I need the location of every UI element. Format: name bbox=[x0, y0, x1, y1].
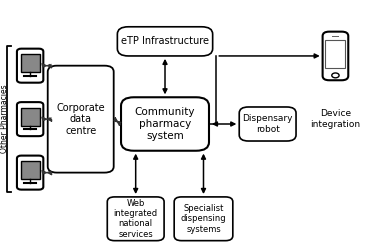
Text: Corporate
data
centre: Corporate data centre bbox=[56, 102, 105, 136]
FancyBboxPatch shape bbox=[48, 66, 114, 173]
Bar bbox=[21, 108, 40, 125]
Bar bbox=[21, 161, 40, 179]
Bar bbox=[332, 36, 339, 37]
FancyBboxPatch shape bbox=[117, 27, 213, 56]
FancyBboxPatch shape bbox=[239, 107, 296, 141]
FancyBboxPatch shape bbox=[323, 32, 348, 80]
Text: Other Pharmacies: Other Pharmacies bbox=[0, 85, 9, 154]
Text: Dispensary
robot: Dispensary robot bbox=[242, 114, 293, 134]
Text: Specialist
dispensing
systems: Specialist dispensing systems bbox=[181, 204, 226, 234]
FancyBboxPatch shape bbox=[17, 102, 43, 136]
Text: eTP Infrastructure: eTP Infrastructure bbox=[121, 36, 209, 46]
Bar bbox=[325, 40, 346, 68]
FancyBboxPatch shape bbox=[107, 197, 164, 241]
FancyBboxPatch shape bbox=[17, 49, 43, 83]
FancyBboxPatch shape bbox=[174, 197, 233, 241]
Bar bbox=[21, 55, 40, 72]
Text: Web
integrated
national
services: Web integrated national services bbox=[114, 199, 158, 239]
FancyBboxPatch shape bbox=[17, 155, 43, 190]
Text: Device
integration: Device integration bbox=[310, 109, 361, 129]
FancyBboxPatch shape bbox=[121, 97, 209, 151]
Text: Community
pharmacy
system: Community pharmacy system bbox=[135, 107, 195, 141]
